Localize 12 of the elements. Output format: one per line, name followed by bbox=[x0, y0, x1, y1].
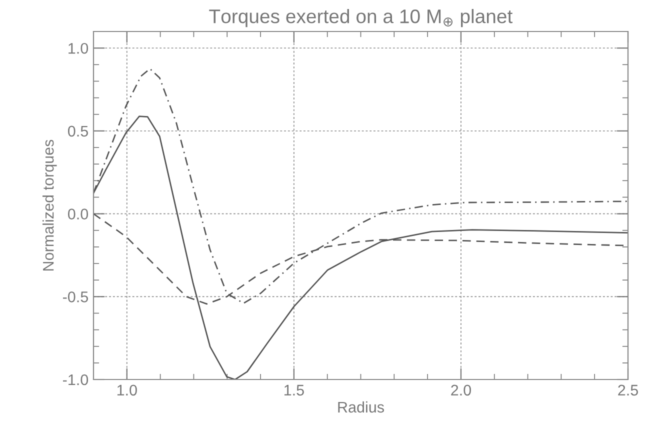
x-tick-label: 1.5 bbox=[284, 384, 304, 396]
x-tick-label: 2.0 bbox=[451, 384, 471, 396]
x-axis-title: Radius bbox=[338, 401, 384, 413]
x-tick-label: 2.5 bbox=[618, 384, 638, 396]
y-tick-label: 1.0 bbox=[68, 42, 88, 54]
y-tick-label: -1.0 bbox=[62, 374, 88, 386]
y-axis-title: Normalized torques bbox=[42, 140, 57, 270]
chart-title: Torques exerted on a 10 M$_{⊕}$ planet bbox=[209, 8, 513, 28]
y-tick-label: -0.5 bbox=[62, 292, 88, 302]
x-tick-label: 1.0 bbox=[117, 384, 137, 396]
y-tick-label: 0.5 bbox=[68, 126, 88, 137]
y-tick-label: 0.0 bbox=[68, 208, 88, 220]
